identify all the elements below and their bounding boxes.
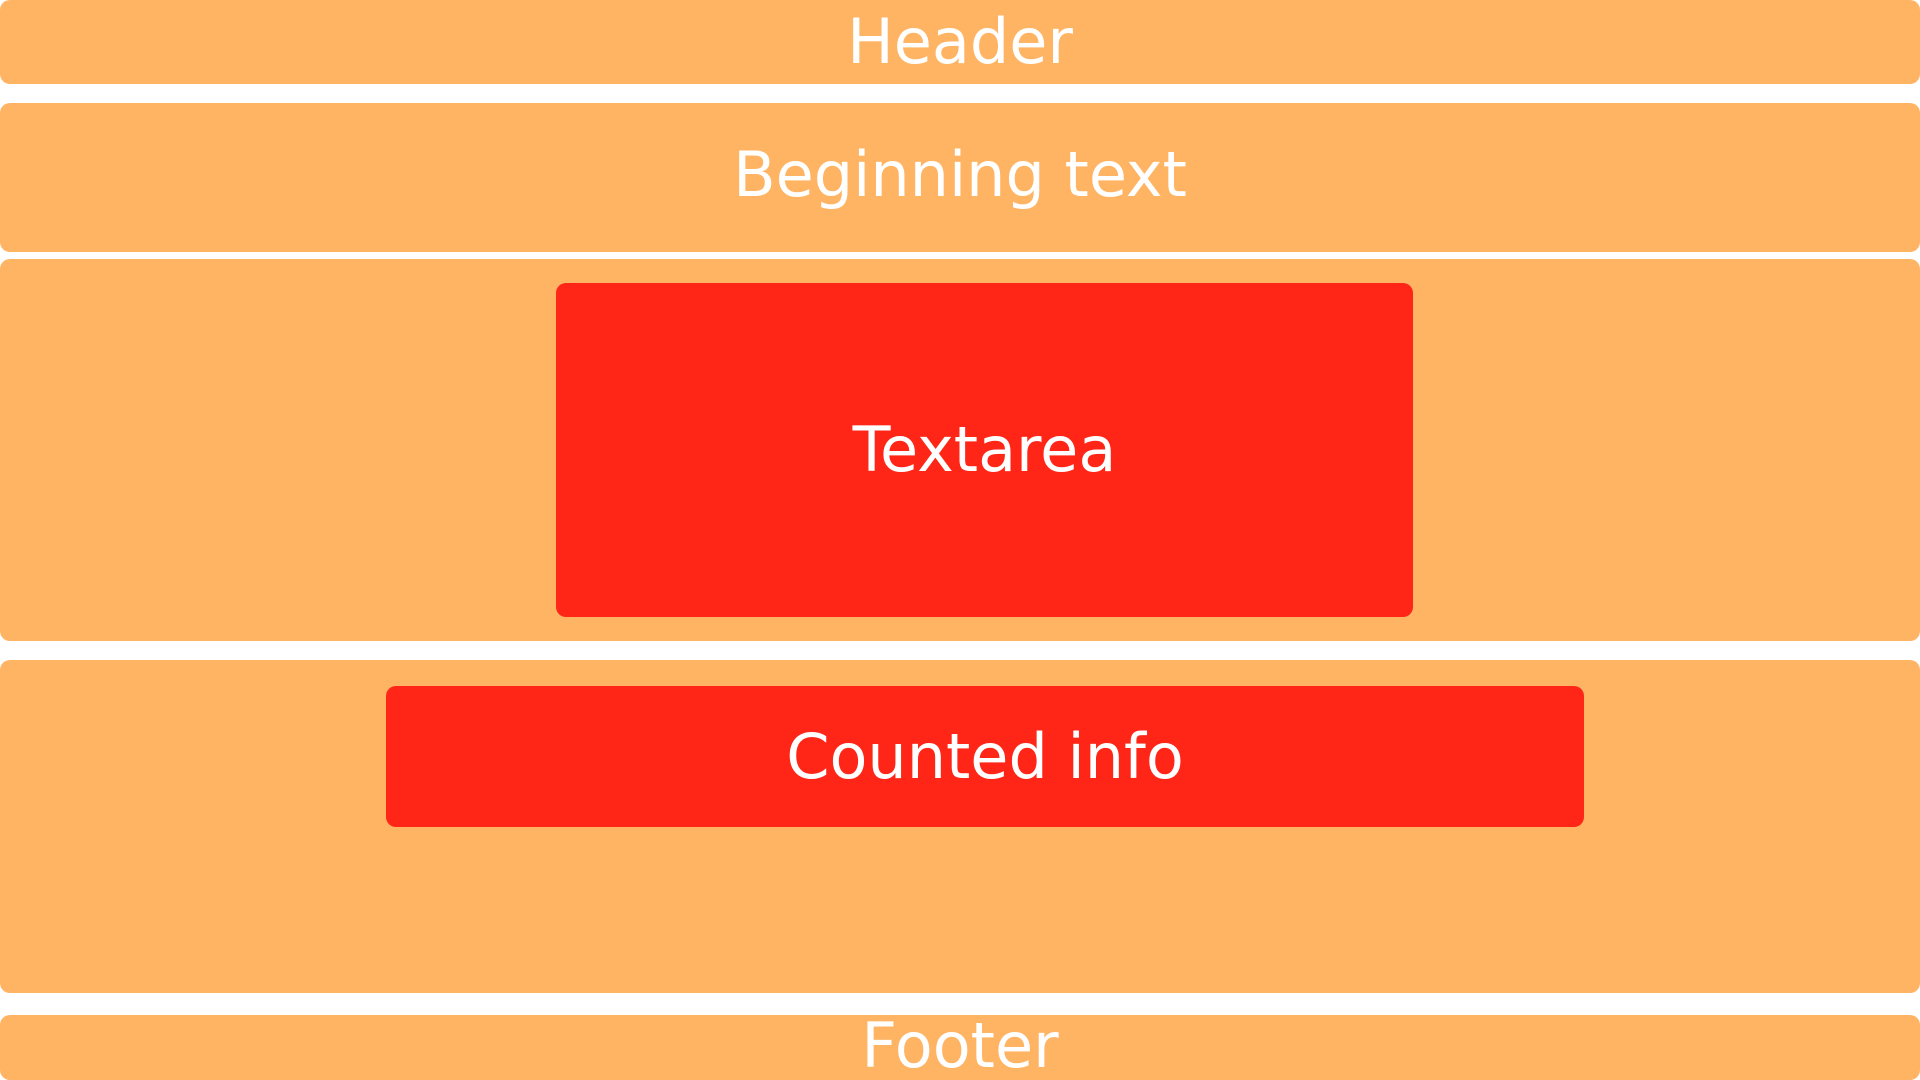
textarea-label: Textarea: [852, 413, 1117, 486]
beginning-text-label: Beginning text: [733, 138, 1187, 211]
header-block: Header: [0, 0, 1920, 84]
beginning-text-block: Beginning text: [0, 103, 1920, 252]
counted-info-label: Counted info: [786, 720, 1184, 793]
counted-info-section-block: Counted info: [0, 660, 1920, 993]
footer-block: Footer: [0, 1015, 1920, 1080]
footer-label: Footer: [861, 1009, 1059, 1080]
header-label: Header: [847, 5, 1073, 78]
textarea-box: Textarea: [556, 283, 1413, 617]
counted-info-box: Counted info: [386, 686, 1584, 827]
textarea-section-block: Textarea: [0, 259, 1920, 641]
